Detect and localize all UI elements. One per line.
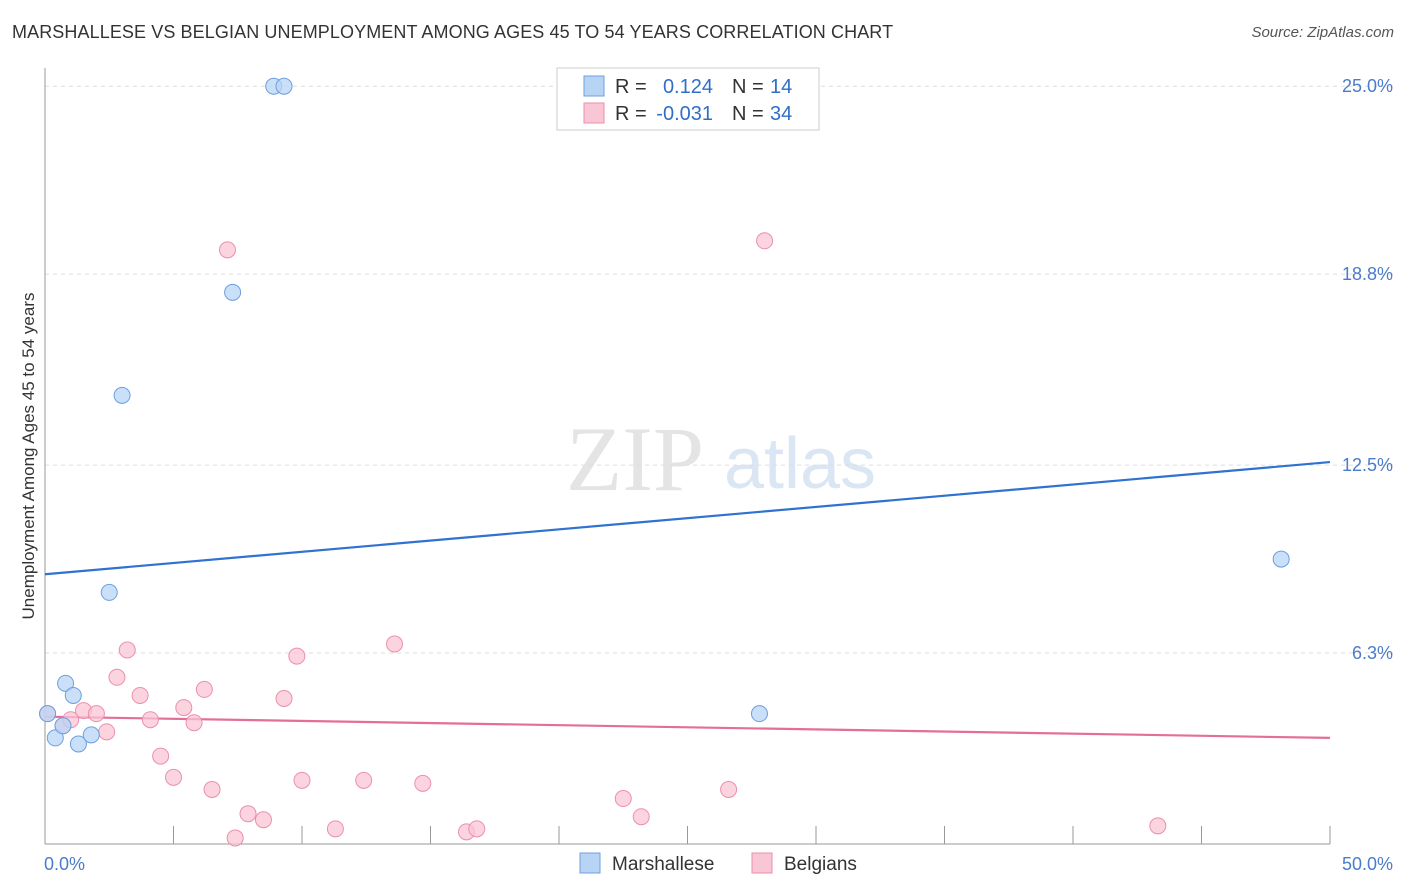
point-marshallese <box>57 674 75 692</box>
point-belgians <box>87 705 105 723</box>
chart-title: MARSHALLESE VS BELGIAN UNEMPLOYMENT AMON… <box>12 22 894 42</box>
trend-line-marshallese <box>44 460 1331 576</box>
y-tick-label: 25.0% <box>1342 76 1393 96</box>
legend-r-value-1: 0.124 <box>663 76 713 98</box>
point-marshallese <box>750 705 768 723</box>
point-belgians <box>468 820 486 838</box>
point-belgians <box>131 686 149 704</box>
point-belgians <box>326 820 344 838</box>
x-tick-label-max: 50.0% <box>1342 854 1393 874</box>
legend-n-label-2: N = <box>732 103 764 125</box>
point-marshallese <box>54 717 72 735</box>
y-tick-label: 18.8% <box>1342 264 1393 284</box>
watermark-zip: ZIP <box>566 408 704 510</box>
point-belgians <box>98 723 116 741</box>
bottom-legend-belgians: Belgians <box>784 854 857 875</box>
trend-line-belgians <box>44 715 1331 740</box>
point-belgians <box>185 714 203 732</box>
legend-r-label-2: R = <box>615 103 647 125</box>
legend-swatch-belgians <box>583 102 605 124</box>
y-tick-label: 6.3% <box>1352 643 1393 663</box>
x-tick-label-min: 0.0% <box>44 854 85 874</box>
point-belgians <box>175 699 193 717</box>
point-belgians <box>275 690 293 707</box>
point-marshallese <box>275 77 293 95</box>
series-legend: Marshallese Belgians <box>579 852 857 875</box>
point-marshallese <box>39 705 57 723</box>
x-tick-marks <box>44 826 1331 844</box>
point-belgians <box>632 808 650 826</box>
bottom-legend-swatch-belgians <box>751 852 773 874</box>
gridlines <box>45 85 1395 654</box>
point-belgians <box>756 232 774 250</box>
point-belgians <box>386 635 404 653</box>
point-marshallese <box>46 729 64 747</box>
point-belgians <box>720 780 738 798</box>
point-belgians <box>141 711 159 729</box>
point-marshallese <box>64 686 82 704</box>
point-belgians <box>152 747 170 765</box>
point-marshallese <box>224 283 242 301</box>
point-marshallese <box>69 735 87 753</box>
point-belgians <box>1149 817 1167 835</box>
source-label: Source: ZipAtlas.com <box>1251 24 1394 41</box>
point-belgians <box>355 771 373 789</box>
point-belgians <box>195 680 213 698</box>
point-belgians <box>165 768 182 786</box>
point-marshallese <box>82 726 100 744</box>
y-axis-label: Unemployment Among Ages 45 to 54 years <box>19 293 38 620</box>
point-marshallese <box>113 386 131 404</box>
point-belgians <box>254 811 272 829</box>
correlation-legend: R = 0.124 N = 14 R = -0.031 N = 34 <box>556 67 820 131</box>
point-belgians <box>118 641 136 659</box>
legend-n-value-2: 34 <box>770 103 792 125</box>
bottom-legend-swatch-marshallese <box>579 852 601 874</box>
point-marshallese <box>100 583 118 601</box>
point-belgians <box>614 790 632 808</box>
point-belgians <box>203 780 221 798</box>
legend-r-value-2: -0.031 <box>656 103 713 125</box>
point-belgians <box>226 829 244 847</box>
point-belgians <box>218 241 236 259</box>
point-belgians <box>239 805 257 823</box>
trend-lines <box>44 460 1331 740</box>
point-belgians <box>293 771 311 789</box>
point-belgians <box>414 774 432 792</box>
watermark-atlas: atlas <box>724 424 876 504</box>
legend-n-label-1: N = <box>732 76 764 98</box>
data-points <box>39 77 1290 847</box>
point-belgians <box>288 647 306 665</box>
y-tick-labels: 6.3% 12.5% 18.8% 25.0% <box>1342 76 1393 663</box>
legend-n-value-1: 14 <box>770 76 792 98</box>
point-belgians <box>108 668 126 686</box>
y-tick-label: 12.5% <box>1342 455 1393 475</box>
legend-swatch-marshallese <box>583 75 605 97</box>
legend-r-label-1: R = <box>615 76 647 98</box>
bottom-legend-marshallese: Marshallese <box>612 854 714 875</box>
point-marshallese <box>1272 550 1290 568</box>
